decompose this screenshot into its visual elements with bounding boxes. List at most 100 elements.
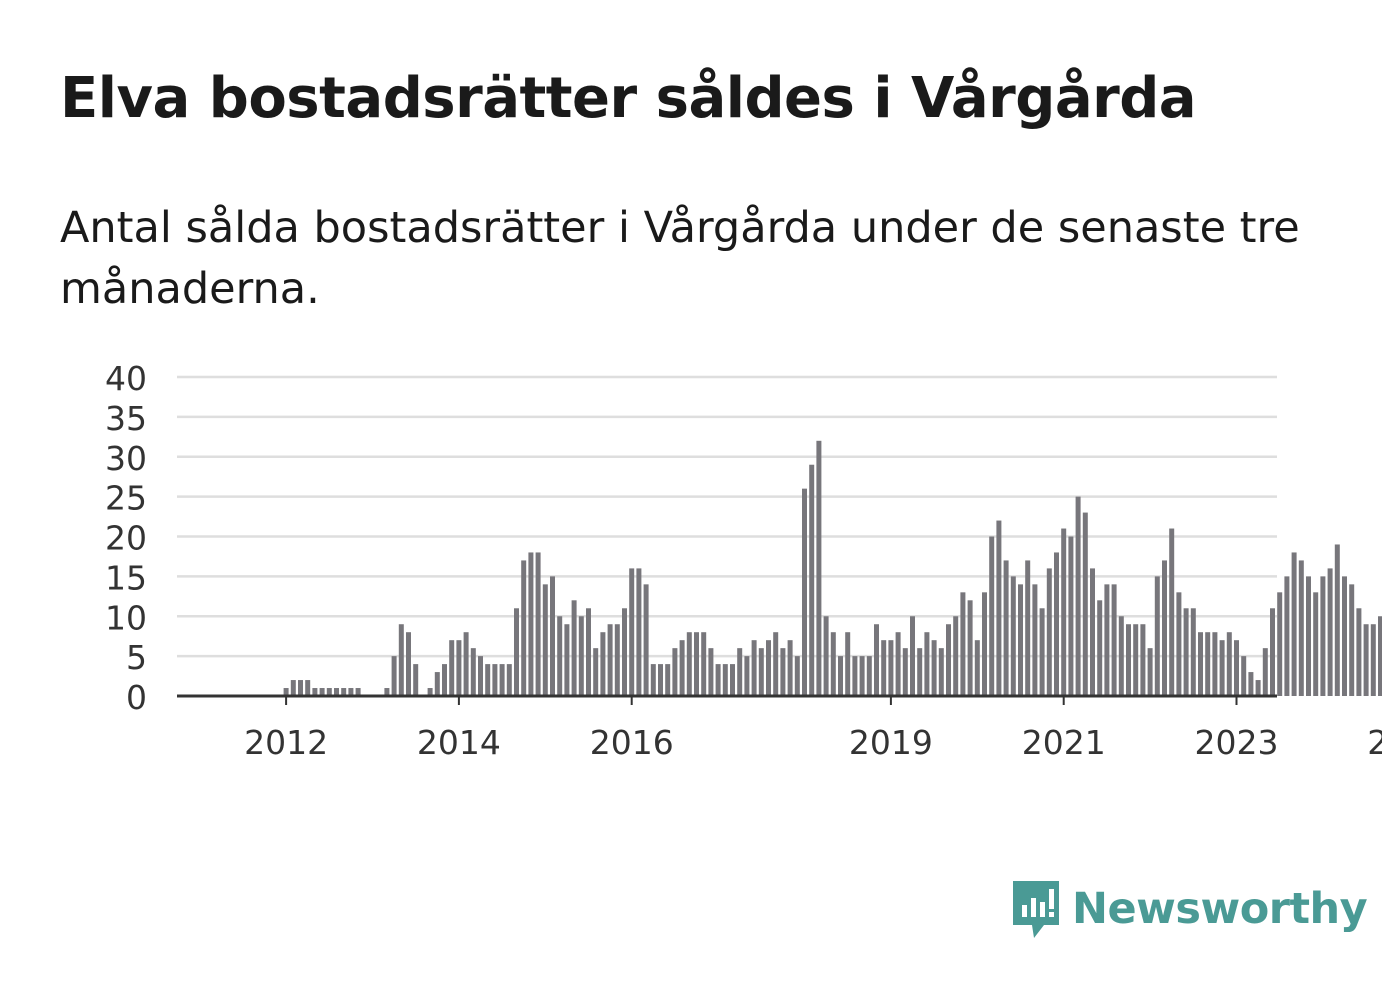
bar	[298, 680, 303, 696]
bar	[326, 688, 332, 696]
bar	[910, 616, 915, 696]
x-tick-label: 2012	[244, 723, 328, 762]
bar	[1097, 600, 1103, 696]
bar	[1010, 576, 1016, 696]
bar	[557, 616, 563, 696]
bar	[1111, 584, 1117, 696]
bar	[571, 600, 577, 696]
chart-subtitle: Antal sålda bostadsrätter i Vårgårda und…	[60, 203, 1300, 314]
bar	[1025, 560, 1031, 696]
bar	[902, 648, 908, 696]
bar	[1284, 576, 1290, 696]
bar	[1342, 576, 1347, 696]
bar	[924, 632, 930, 696]
bar	[1219, 640, 1225, 696]
bar	[881, 640, 887, 696]
bar	[1298, 560, 1304, 696]
bar	[845, 632, 851, 696]
y-tick-label: 30	[105, 439, 147, 478]
bar	[348, 688, 354, 696]
bar	[730, 664, 735, 696]
brand-logo: Newsworthy	[1010, 878, 1368, 940]
bar	[1039, 608, 1045, 696]
y-tick-label: 5	[126, 638, 147, 677]
bar	[1248, 672, 1254, 696]
bar	[895, 632, 901, 696]
bar	[514, 608, 519, 696]
bar	[1054, 552, 1059, 696]
x-tick-label: 2014	[417, 723, 501, 762]
bar	[715, 664, 721, 696]
bar	[564, 624, 570, 696]
bar	[1183, 608, 1189, 696]
bar	[1003, 560, 1009, 696]
bar	[1046, 568, 1052, 696]
bar	[866, 656, 872, 696]
bar	[550, 576, 555, 696]
bar	[442, 664, 447, 696]
bar	[859, 656, 865, 696]
bar	[1356, 608, 1362, 696]
bar	[938, 648, 944, 696]
bar	[614, 624, 620, 696]
bar	[1140, 624, 1146, 696]
bar	[629, 568, 635, 696]
bar	[982, 592, 987, 696]
chart-title: Elva bostadsrätter såldes i Vårgårda	[60, 66, 1197, 131]
bar	[622, 608, 627, 696]
bar	[1104, 584, 1110, 696]
bar	[355, 688, 361, 696]
bar	[607, 624, 613, 696]
bar	[1349, 584, 1355, 696]
bar	[1241, 656, 1247, 696]
bar	[542, 584, 548, 696]
bar	[643, 584, 649, 696]
bar	[470, 648, 476, 696]
bar	[917, 648, 923, 696]
bar	[1205, 632, 1211, 696]
bar	[1255, 680, 1261, 696]
bar	[794, 656, 800, 696]
bar	[1090, 568, 1095, 696]
bar	[1068, 536, 1074, 696]
bar	[967, 600, 973, 696]
newsworthy-icon	[1013, 881, 1059, 938]
bar	[586, 608, 591, 696]
bar	[1262, 648, 1268, 696]
bar	[283, 688, 289, 696]
brand-name: Newsworthy	[1072, 884, 1368, 934]
bar	[413, 664, 419, 696]
bar	[650, 664, 656, 696]
bar	[1075, 496, 1081, 696]
bar	[1334, 544, 1340, 696]
bar	[852, 656, 858, 696]
bar	[787, 640, 793, 696]
x-tick-label: 2023	[1195, 723, 1279, 762]
bar	[931, 640, 937, 696]
bar	[888, 640, 894, 696]
bar	[578, 616, 584, 696]
bar	[665, 664, 671, 696]
bar	[672, 648, 678, 696]
bar	[334, 688, 339, 696]
bar	[1234, 640, 1239, 696]
bar	[708, 648, 714, 696]
y-tick-label: 35	[105, 399, 147, 438]
bar	[456, 640, 462, 696]
bar	[1198, 632, 1203, 696]
bar	[312, 688, 318, 696]
bar	[751, 640, 757, 696]
bar	[766, 640, 771, 696]
x-tick-label: 2016	[590, 723, 674, 762]
bar	[1118, 616, 1124, 696]
y-tick-label: 15	[105, 558, 147, 597]
bar	[874, 624, 879, 696]
bars	[283, 440, 1382, 696]
bar	[744, 656, 750, 696]
bar	[1190, 608, 1196, 696]
y-tick-label: 0	[126, 678, 147, 717]
bar	[1378, 616, 1382, 696]
